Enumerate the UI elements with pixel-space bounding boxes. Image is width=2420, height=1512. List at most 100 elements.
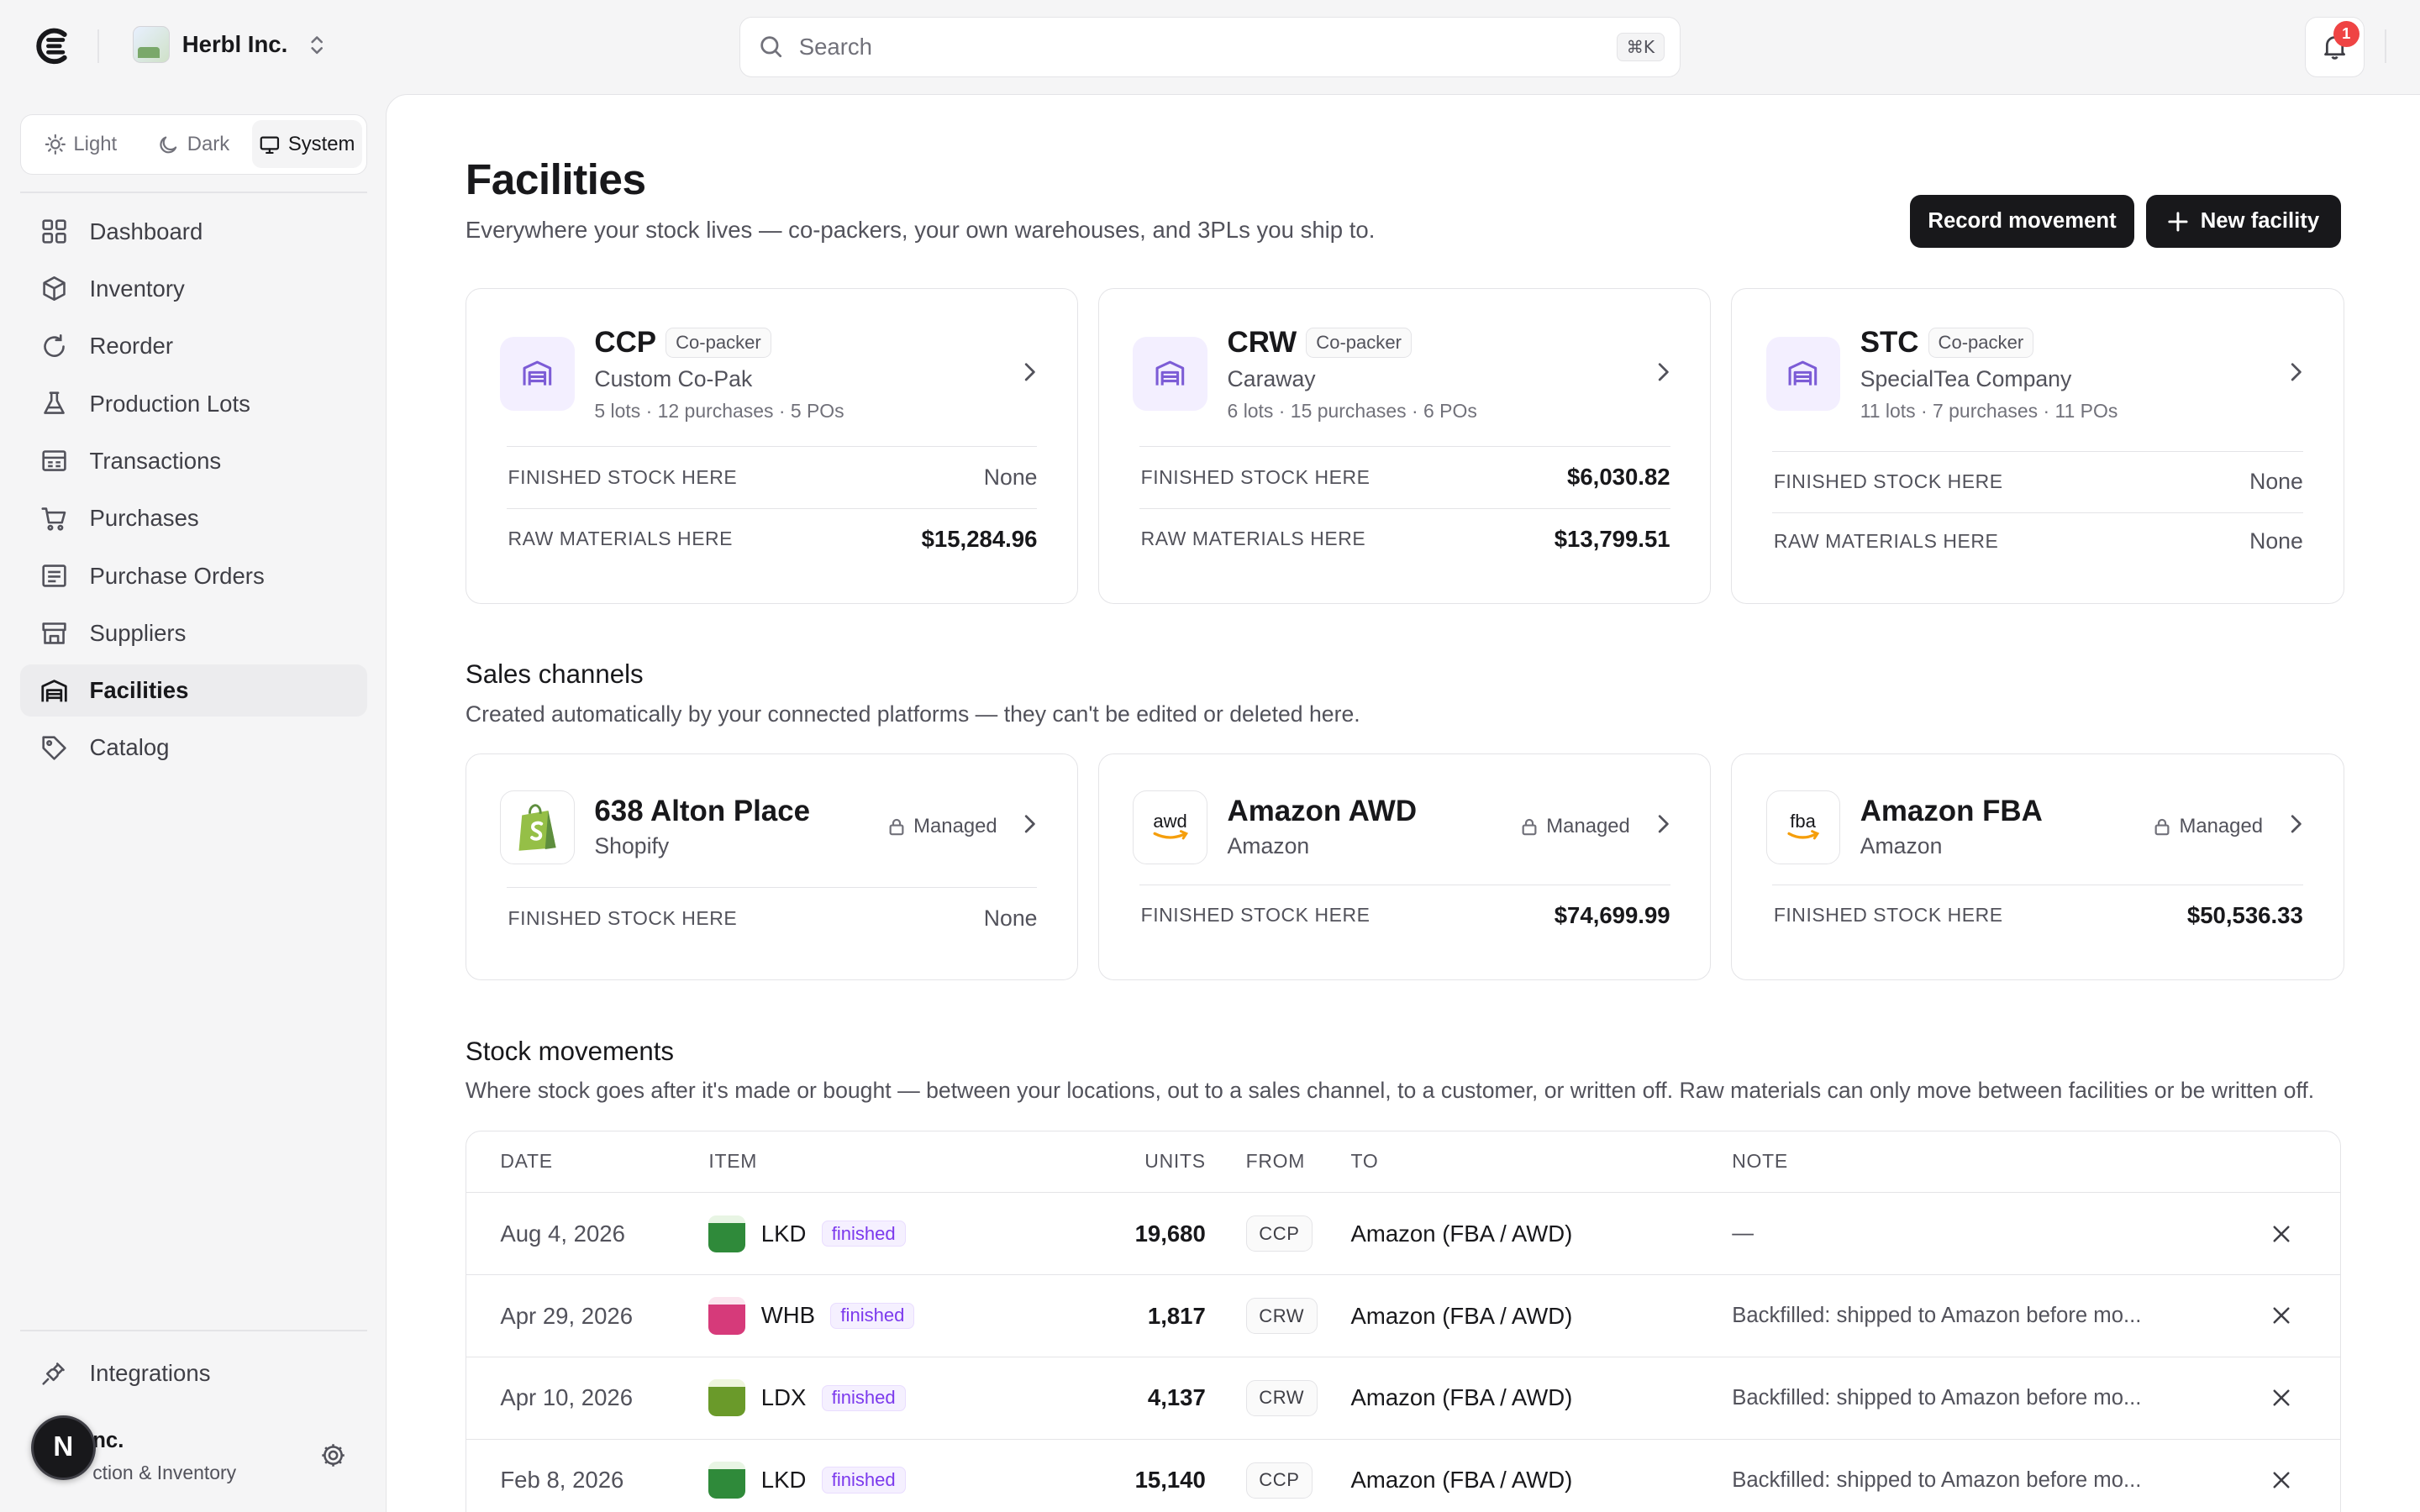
user-menu[interactable]: nc. ction & Inventory N	[24, 1415, 380, 1500]
row-from: CCP	[1206, 1462, 1351, 1499]
sidebar-item-purchases[interactable]: Purchases	[20, 492, 367, 544]
delete-movement-button[interactable]	[2223, 1389, 2340, 1407]
user-org-subtitle: ction & Inventory	[92, 1461, 237, 1483]
facility-name: Custom Co-Pak	[594, 365, 753, 391]
facility-name: SpecialTea Company	[1860, 365, 2072, 391]
column-units[interactable]: UNITS	[1144, 1150, 1206, 1173]
close-icon	[2273, 1472, 2290, 1488]
row-note: Backfilled: shipped to Amazon before mo.…	[1732, 1467, 2142, 1492]
record-movement-button[interactable]: Record movement	[1910, 195, 2134, 248]
row-note: Backfilled: shipped to Amazon before mo.…	[1732, 1385, 2142, 1410]
page-subtitle: Everywhere your stock lives — co-packers…	[465, 217, 1376, 244]
avatar[interactable]: N	[30, 1415, 96, 1480]
sidebar-item-dashboard[interactable]: Dashboard	[20, 205, 367, 257]
table-row[interactable]: Feb 8, 2026 LKD finished 15,140 CCP Amaz…	[466, 1440, 2340, 1512]
channel-name: 638 Alton Place	[594, 795, 811, 828]
finished-tag: finished	[821, 1384, 906, 1412]
close-icon	[2273, 1307, 2290, 1325]
sidebar-item-label: Production Lots	[89, 390, 250, 417]
sidebar-item-label: Purchases	[89, 505, 199, 532]
sidebar-item-facilities[interactable]: Facilities	[19, 664, 368, 717]
delete-movement-button[interactable]	[2223, 1306, 2340, 1325]
product-thumbnail	[708, 1215, 746, 1252]
row-note: —	[1732, 1221, 1754, 1246]
facility-code: STC Co-packer	[1860, 326, 2034, 360]
table-row[interactable]: Apr 10, 2026 LDX finished 4,137 CRW Amaz…	[466, 1357, 2340, 1440]
sidebar-item-suppliers[interactable]: Suppliers	[20, 607, 367, 659]
theme-option-system[interactable]: System	[251, 120, 362, 169]
new-facility-button[interactable]: New facility	[2146, 195, 2341, 248]
sidebar-item-catalog[interactable]: Catalog	[20, 722, 367, 774]
search-input[interactable]	[798, 34, 1617, 61]
facility-name: Caraway	[1227, 365, 1316, 391]
theme-option-light[interactable]: Light	[25, 120, 135, 168]
finished-tag: finished	[821, 1467, 906, 1494]
sidebar-item-integrations[interactable]: Integrations	[20, 1347, 367, 1399]
theme-option-dark[interactable]: Dark	[139, 120, 249, 168]
sidebar-item-label: Dashboard	[89, 218, 203, 244]
chevron-right-icon[interactable]	[1652, 361, 1674, 383]
facility-card-ccp[interactable]: CCP Co-packer Custom Co-Pak 5 lots · 12 p…	[465, 287, 1079, 605]
sidebar-item-label: Inventory	[89, 275, 185, 302]
chevron-right-icon[interactable]	[2285, 813, 2307, 835]
search-bar[interactable]: ⌘K	[739, 17, 1681, 77]
table-header: DATE ITEM UNITS FROM TO NOTE	[466, 1131, 2340, 1194]
sales-channels-title: Sales channels	[465, 659, 644, 690]
sidebar-item-label: Purchase Orders	[89, 562, 265, 589]
channel-card-header: awd Amazon AWD Amazon Managed	[1099, 754, 1710, 884]
channel-card-amazon-awd[interactable]: awd Amazon AWD Amazon Managed FINISHED S…	[1098, 753, 1712, 981]
sidebar-item-label: Suppliers	[89, 619, 187, 646]
sidebar-item-inventory[interactable]: Inventory	[20, 263, 367, 315]
table-row[interactable]: Apr 29, 2026 WHB finished 1,817 CRW Amaz…	[466, 1275, 2340, 1357]
row-units: 4,137	[1147, 1384, 1206, 1411]
warehouse-icon	[41, 679, 67, 702]
chevron-right-icon[interactable]	[1018, 361, 1040, 383]
sidebar-item-purchase-orders[interactable]: Purchase Orders	[20, 549, 367, 601]
sales-channels-subtitle: Created automatically by your connected …	[465, 701, 1360, 727]
product-thumbnail	[708, 1297, 746, 1335]
theme-option-label: System	[287, 132, 355, 155]
grid-icon	[42, 219, 66, 244]
new-facility-label: New facility	[2200, 209, 2320, 234]
table-row[interactable]: Aug 4, 2026 LKD finished 19,680 CCP Amaz…	[466, 1193, 2340, 1276]
chevron-right-icon[interactable]	[1018, 813, 1040, 835]
column-from[interactable]: FROM	[1245, 1150, 1306, 1173]
channel-name: Amazon FBA	[1860, 795, 2043, 828]
notifications-button[interactable]: 1	[2304, 17, 2365, 77]
raw-materials-row: RAW MATERIALS HERE $15,284.96	[506, 507, 1038, 570]
managed-badge: Managed	[1520, 815, 1630, 838]
row-item: LKD finished	[708, 1462, 1017, 1499]
fba-icon: fba	[1765, 790, 1840, 864]
sidebar-item-production-lots[interactable]: Production Lots	[20, 377, 367, 429]
finished-stock-row: FINISHED STOCK HERE $74,699.99	[1139, 884, 1670, 946]
facility-cards: CCP Co-packer Custom Co-Pak 5 lots · 12 p…	[465, 287, 2344, 605]
box-icon	[43, 276, 66, 302]
stock-movements-table: DATE ITEM UNITS FROM TO NOTE Aug 4, 2026…	[465, 1130, 2341, 1512]
channel-card-shopify[interactable]: 638 Alton Place Shopify Managed FINISHED…	[465, 753, 1079, 981]
facility-type-badge: Co-packer	[1306, 328, 1412, 358]
stock-movements-subtitle: Where stock goes after it's made or boug…	[465, 1078, 2315, 1104]
delete-movement-button[interactable]	[2223, 1471, 2340, 1489]
sidebar-item-reorder[interactable]: Reorder	[20, 320, 367, 372]
lock-icon	[2154, 818, 2170, 836]
column-item[interactable]: ITEM	[708, 1150, 758, 1173]
channel-card-amazon-fba[interactable]: fba Amazon FBA Amazon Managed FINISHED S…	[1731, 753, 2344, 981]
finished-stock-row: FINISHED STOCK HERE None	[506, 887, 1038, 948]
row-date: Feb 8, 2026	[500, 1467, 624, 1494]
main-panel: Facilities Everywhere your stock lives —…	[386, 94, 2420, 1512]
column-to[interactable]: TO	[1350, 1150, 1379, 1173]
facility-card-stc[interactable]: STC Co-packer SpecialTea Company 11 lots …	[1731, 287, 2344, 605]
column-date[interactable]: DATE	[500, 1150, 553, 1173]
delete-movement-button[interactable]	[2223, 1225, 2340, 1243]
org-switcher[interactable]: Herbl Inc.	[132, 26, 324, 64]
facility-card-crw[interactable]: CRW Co-packer Caraway 6 lots · 15 purchas…	[1098, 287, 1712, 605]
sidebar-divider	[19, 1330, 368, 1332]
row-units: 15,140	[1134, 1467, 1206, 1494]
chevron-right-icon[interactable]	[1652, 813, 1674, 835]
lock-icon	[1522, 818, 1537, 836]
gear-icon[interactable]	[319, 1441, 347, 1469]
app-logo-icon[interactable]	[34, 26, 74, 66]
column-note[interactable]: NOTE	[1732, 1150, 1788, 1173]
chevron-right-icon[interactable]	[2285, 361, 2307, 383]
sidebar-item-transactions[interactable]: Transactions	[20, 435, 367, 487]
